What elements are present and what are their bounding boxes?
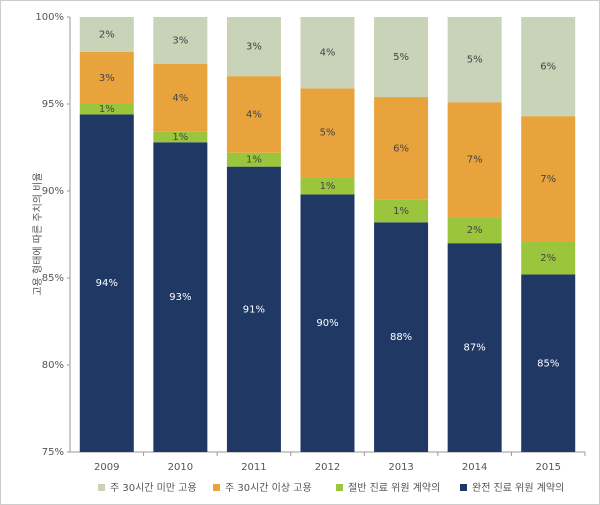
value-label: 4% (172, 93, 188, 104)
value-label: 3% (246, 42, 262, 53)
bar-segment (226, 166, 281, 452)
value-label: 5% (467, 55, 483, 66)
bar-segment (521, 17, 576, 117)
legend-swatch (98, 484, 105, 491)
value-label: 4% (246, 109, 262, 120)
bar-segment (79, 104, 134, 115)
bar-segment (153, 63, 208, 132)
y-tick-label: 95% (42, 99, 64, 110)
bar-segment (374, 222, 429, 452)
bar-segment (300, 88, 355, 178)
bar-segment (226, 17, 281, 77)
y-tick-label: 75% (42, 447, 64, 458)
value-label: 1% (393, 206, 409, 217)
legend-swatch (336, 484, 343, 491)
x-tick-label: 2013 (388, 462, 413, 473)
bar-segment (79, 114, 134, 452)
value-label: 2% (540, 253, 556, 264)
y-axis-title: 고용 형태에 따른 주치의 비율 (32, 172, 44, 295)
y-tick-label: 100% (35, 12, 64, 23)
bar-segment (226, 76, 281, 153)
value-label: 87% (464, 343, 486, 354)
bar-segment (153, 17, 208, 64)
bar-segment (374, 17, 429, 98)
value-label: 2% (467, 225, 483, 236)
value-label: 1% (172, 132, 188, 143)
value-label: 7% (540, 174, 556, 185)
x-tick-label: 2010 (168, 462, 193, 473)
bar-segment (374, 97, 429, 200)
value-label: 88% (390, 332, 412, 343)
value-label: 1% (320, 181, 336, 192)
legend-swatch (460, 484, 467, 491)
legend-label: 주 30시간 이상 고용 (225, 482, 312, 494)
bar-segment (79, 51, 134, 104)
bar-segment (521, 241, 576, 275)
bar-segment (521, 116, 576, 242)
y-tick-label: 90% (42, 186, 64, 197)
y-tick-label: 85% (42, 273, 64, 284)
value-label: 7% (467, 155, 483, 166)
value-label: 5% (393, 52, 409, 63)
bar-segment (447, 217, 502, 244)
value-label: 90% (316, 318, 338, 329)
bar-segment (447, 17, 502, 103)
value-label: 91% (243, 304, 265, 315)
value-label: 1% (246, 155, 262, 166)
x-tick-label: 2011 (241, 462, 266, 473)
value-label: 4% (320, 48, 336, 59)
bar-segment (300, 17, 355, 89)
value-label: 3% (99, 73, 115, 84)
bar-segment (447, 243, 502, 452)
bar-segment (447, 102, 502, 218)
bar-segment (79, 17, 134, 52)
legend-swatch (213, 484, 220, 491)
x-tick-label: 2014 (462, 462, 487, 473)
value-label: 85% (537, 358, 559, 369)
y-tick-label: 80% (42, 360, 64, 371)
legend-label: 주 30시간 미만 고용 (110, 482, 197, 494)
value-label: 2% (99, 29, 115, 40)
x-tick-label: 2012 (315, 462, 340, 473)
value-label: 5% (320, 128, 336, 139)
bar-segment (300, 194, 355, 453)
bar-segment (374, 199, 429, 223)
value-label: 93% (169, 292, 191, 303)
x-tick-label: 2015 (535, 462, 560, 473)
value-label: 3% (172, 35, 188, 46)
value-label: 1% (99, 104, 115, 115)
bar-segment (521, 274, 576, 452)
value-label: 6% (540, 62, 556, 73)
bar-segment (226, 152, 281, 167)
bar-segment (300, 177, 355, 195)
value-label: 94% (96, 278, 118, 289)
value-label: 6% (393, 143, 409, 154)
bar-segment (153, 142, 208, 452)
legend-label: 완전 진료 위원 계약의 (472, 481, 564, 494)
legend-label: 절반 진료 위원 계약의 (348, 481, 440, 494)
bar-segment (153, 131, 208, 143)
x-tick-label: 2009 (94, 462, 119, 473)
